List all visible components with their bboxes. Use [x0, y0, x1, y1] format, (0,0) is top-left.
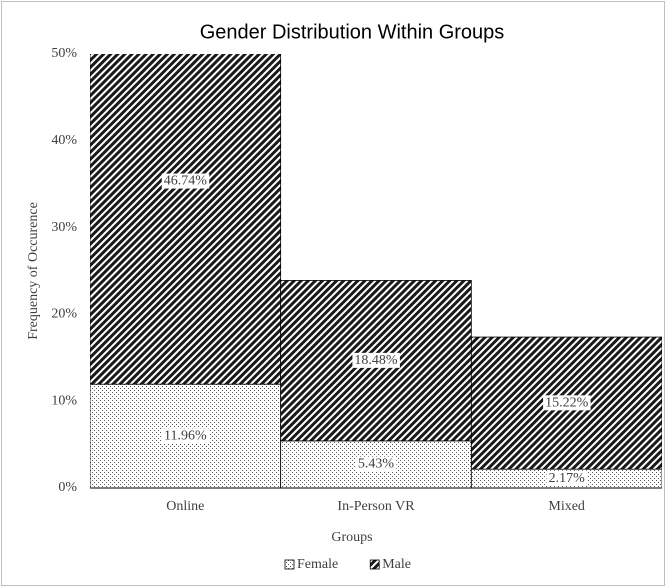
legend-label: Female [297, 557, 338, 572]
value-label-bg [161, 173, 210, 189]
x-tick-label: Online [166, 499, 204, 514]
value-label: 18.48% [354, 353, 398, 368]
value-label-bg [355, 456, 397, 472]
y-tick-label: 40% [51, 133, 77, 148]
y-tick-label: 50% [51, 46, 77, 61]
value-label-bg [543, 395, 591, 411]
value-label: 46.74% [164, 174, 208, 189]
bar-segment [90, 54, 282, 385]
x-tick-label: Mixed [548, 499, 585, 514]
y-tick-label: 10% [51, 393, 77, 408]
legend-swatch [369, 559, 380, 570]
y-tick-label: 20% [51, 307, 77, 322]
value-label: 15.22% [545, 395, 589, 410]
legend-swatch [284, 559, 295, 570]
y-axis-label: Frequency of Occurence [26, 202, 41, 340]
value-label: 2.17% [549, 471, 586, 486]
legend-label: Male [382, 557, 411, 572]
y-tick-label: 0% [58, 480, 77, 495]
chart-title: Gender Distribution Within Groups [200, 21, 505, 43]
value-label-bg [352, 352, 400, 368]
value-label-bg [162, 428, 209, 444]
value-label: 11.96% [164, 428, 207, 443]
x-axis-label: Groups [331, 530, 372, 545]
value-label: 5.43% [358, 457, 395, 472]
value-label-bg [546, 470, 588, 486]
x-tick-label: In-Person VR [337, 499, 415, 514]
y-tick-label: 30% [51, 220, 77, 235]
